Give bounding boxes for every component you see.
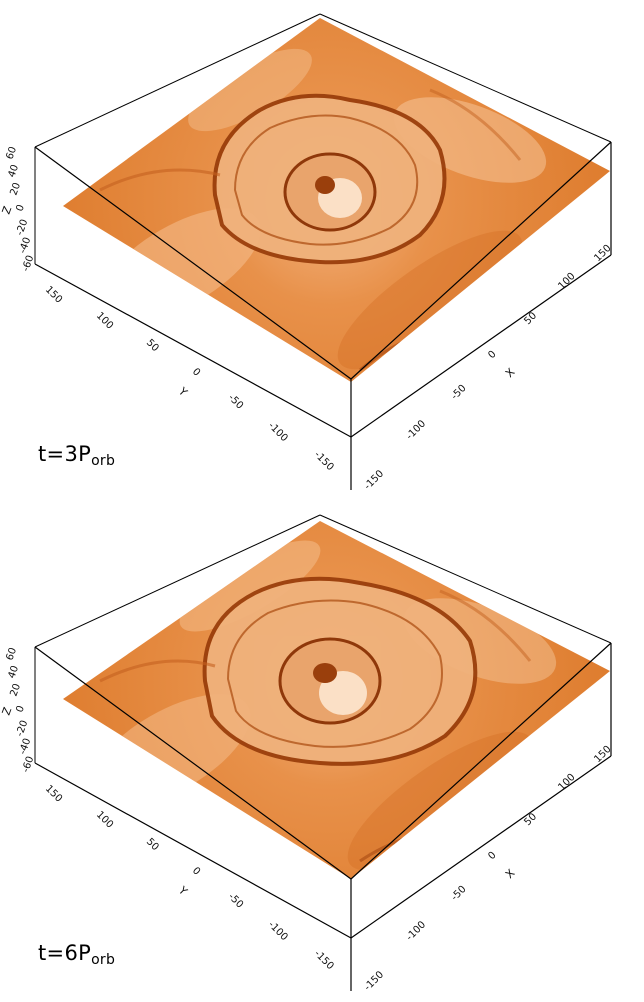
density-slice: [63, 18, 610, 382]
time-label-t3: t=3Porb: [38, 442, 116, 469]
y-axis-label: Y: [175, 883, 190, 898]
z-tick: 0: [14, 203, 27, 213]
z-tick: -40: [17, 236, 33, 255]
x-tick: -150: [362, 468, 386, 492]
z-tick: 20: [8, 181, 23, 197]
z-axis: 60 40 20 Z 0 -20 -40 -60: [0, 145, 36, 273]
y-tick: -150: [312, 449, 336, 473]
x-tick: -150: [362, 969, 386, 993]
x-tick: 50: [522, 310, 539, 327]
y-tick: -100: [266, 420, 290, 444]
z-tick: 60: [4, 646, 19, 662]
y-tick: 150: [43, 284, 64, 305]
z-tick: -40: [17, 737, 33, 756]
x-axis-label: X: [503, 365, 518, 380]
x-tick: -100: [404, 418, 428, 442]
y-tick: -50: [226, 392, 245, 411]
y-tick: 0: [190, 865, 202, 877]
z-tick: 0: [14, 704, 27, 714]
x-tick: -100: [404, 919, 428, 943]
x-tick: 50: [522, 811, 539, 828]
box-front-edges: [34, 141, 612, 490]
box-front-edges: [34, 642, 612, 991]
z-axis: 60 40 20 Z 0 -20 -40 -60: [0, 646, 36, 774]
y-axis-label: Y: [175, 384, 190, 399]
z-tick: 20: [8, 682, 23, 698]
z-axis-label: Z: [0, 204, 15, 216]
y-tick: 100: [94, 809, 115, 830]
z-tick: -60: [20, 755, 36, 774]
y-tick: 150: [43, 783, 64, 804]
y-tick: 100: [94, 310, 115, 331]
density-slice: [63, 521, 610, 879]
x-tick: 100: [556, 772, 577, 793]
time-label-t6: t=6Porb: [38, 941, 116, 968]
y-tick: -150: [312, 948, 336, 972]
panel-t3: 60 40 20 Z 0 -20 -40 -60 150 100 50 0 Y …: [0, 13, 614, 492]
simulation-box-t6: 60 40 20 Z 0 -20 -40 -60 150 100 50 0 Y …: [0, 514, 614, 993]
simulation-box-t3: 60 40 20 Z 0 -20 -40 -60 150 100 50 0 Y …: [0, 13, 614, 492]
z-axis-label: Z: [0, 705, 15, 717]
y-tick: 0: [190, 366, 202, 378]
z-tick: -60: [20, 254, 36, 273]
z-tick: 60: [4, 145, 19, 161]
x-tick: 0: [486, 850, 498, 862]
z-tick: 40: [6, 163, 21, 179]
x-tick: 100: [556, 271, 577, 292]
y-tick: 50: [144, 337, 161, 354]
box-back-edges: [34, 514, 612, 763]
box-back-edges: [34, 13, 612, 264]
z-tick: -20: [14, 719, 30, 738]
y-tick: -100: [266, 919, 290, 943]
x-tick: -50: [449, 884, 468, 903]
y-tick: 50: [144, 836, 161, 853]
z-tick: -20: [14, 218, 30, 237]
y-tick: -50: [226, 891, 245, 910]
z-tick: 40: [6, 664, 21, 680]
x-tick: 0: [486, 349, 498, 361]
x-tick: -50: [449, 383, 468, 402]
panel-t6: 60 40 20 Z 0 -20 -40 -60 150 100 50 0 Y …: [0, 501, 644, 1002]
x-axis-label: X: [503, 866, 518, 881]
